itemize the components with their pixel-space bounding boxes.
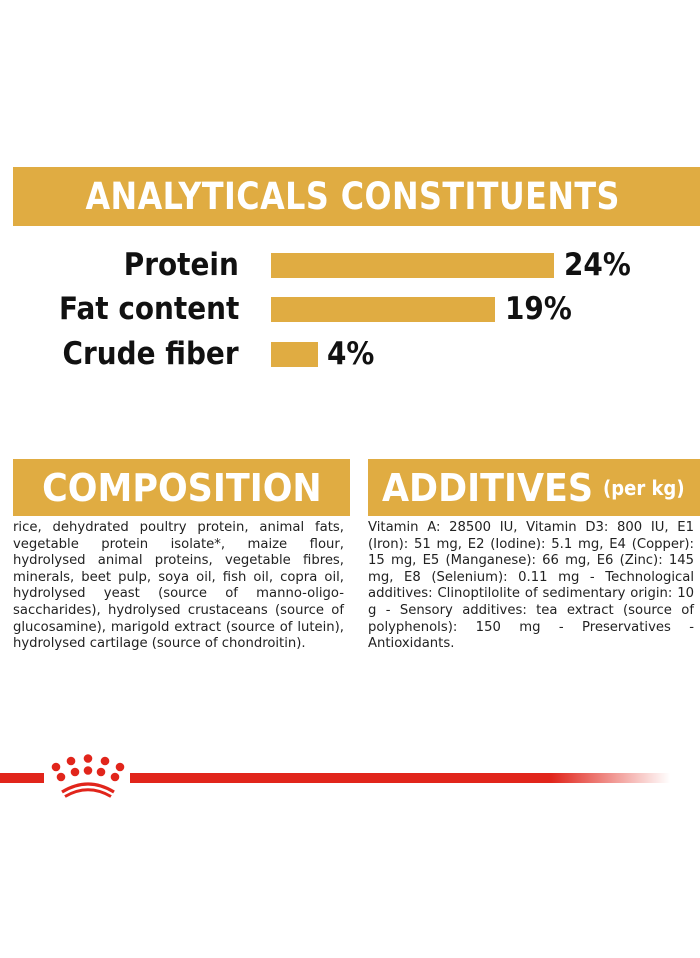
crown-logo-icon (51, 754, 125, 798)
bar-crude-fiber (271, 342, 318, 367)
analyticals-title: ANALYTICALS CONSTITUENTS (85, 175, 620, 218)
brand-line-left (0, 773, 44, 783)
row-label: Crude fiber (62, 336, 239, 372)
chart-row-fat-content: Fat content 19% (0, 289, 700, 329)
brand-line-right (130, 773, 670, 783)
composition-text: rice, dehydrated poultry protein, animal… (13, 520, 344, 652)
additives-text: Vitamin A: 28500 IU, Vitamin D3: 800 IU,… (368, 520, 694, 652)
bar-protein (271, 253, 554, 278)
row-value: 19% (505, 291, 572, 327)
chart-row-protein: Protein 24% (0, 245, 700, 285)
row-value: 4% (327, 336, 375, 372)
composition-banner: COMPOSITION (13, 459, 350, 516)
additives-title: ADDITIVES (382, 465, 594, 510)
chart-row-crude-fiber: Crude fiber 4% (0, 334, 700, 374)
additives-banner: ADDITIVES (per kg) (368, 459, 700, 516)
bar-fat-content (271, 297, 495, 322)
row-label: Protein (123, 247, 239, 283)
analyticals-banner: ANALYTICALS CONSTITUENTS (13, 167, 700, 226)
additives-unit: (per kg) (603, 475, 685, 500)
row-label: Fat content (58, 291, 239, 327)
composition-title: COMPOSITION (41, 465, 322, 510)
row-value: 24% (564, 247, 631, 283)
